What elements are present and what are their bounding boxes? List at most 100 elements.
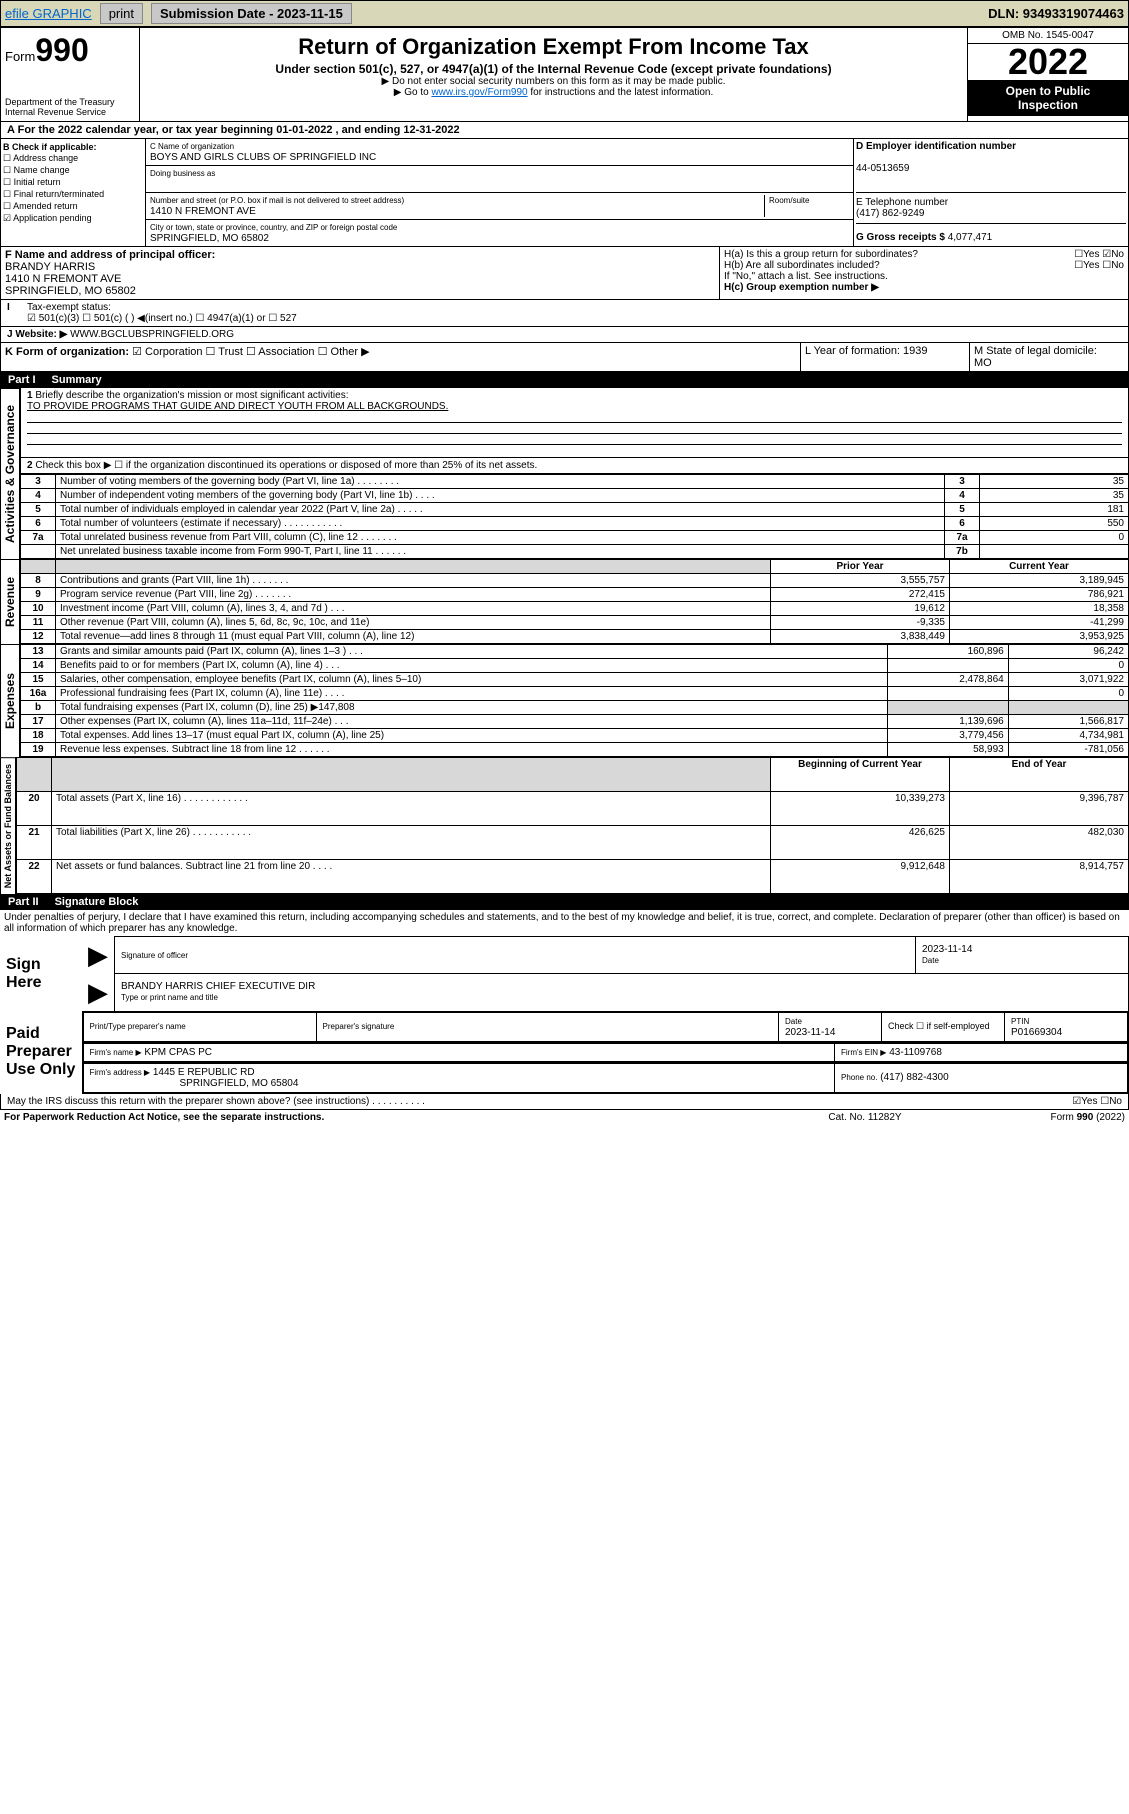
sig-date: 2023-11-14 [922,944,972,955]
tax-status-opts[interactable]: ☑ 501(c)(3) ☐ 501(c) ( ) ◀(insert no.) ☐… [27,313,297,324]
gross-receipts: 4,077,471 [948,232,993,243]
tax-status-lbl: Tax-exempt status: [27,302,111,313]
city-lbl: City or town, state or province, country… [150,223,397,232]
c-name-lbl: C Name of organization [150,142,234,151]
firm-phone: (417) 882-4300 [880,1072,948,1083]
website: WWW.BGCLUBSPRINGFIELD.ORG [70,329,234,340]
firm-lbl: Firm's name ▶ [90,1048,142,1057]
officer-lbl: F Name and address of principal officer: [5,249,215,261]
cb-pending[interactable]: ☑ Application pending [3,213,143,224]
print-button[interactable]: print [100,3,143,24]
section-b: B Check if applicable: ☐ Address change … [1,139,146,246]
k-opts[interactable]: ☑ Corporation ☐ Trust ☐ Association ☐ Ot… [132,346,369,358]
declaration: Under penalties of perjury, I declare th… [0,910,1129,936]
governance-table: 3Number of voting members of the governi… [20,474,1129,559]
part2-header: Part IISignature Block [0,894,1129,910]
sig-date-lbl: Date [922,956,939,965]
line-j: J Website: ▶ WWW.BGCLUBSPRINGFIELD.ORG [0,327,1129,343]
officer-name: BRANDY HARRIS [5,261,95,273]
submission-date: Submission Date - 2023-11-15 [151,3,352,24]
dept-label: Department of the Treasury [5,97,135,107]
form-label: Form [5,49,35,64]
org-name: BOYS AND GIRLS CLUBS OF SPRINGFIELD INC [150,152,376,163]
netassets-table: Beginning of Current YearEnd of Year20To… [16,757,1129,894]
officer-typed: BRANDY HARRIS CHIEF EXECUTIVE DIR [121,981,315,992]
cat-no: Cat. No. 11282Y [765,1112,965,1123]
discuss-ans[interactable]: ☑Yes ☐No [1072,1096,1122,1107]
line-k-l-m: K Form of organization: ☑ Corporation ☐ … [0,343,1129,372]
firm-addr-lbl: Firm's address ▶ [90,1068,151,1077]
prep-sig-lbl: Preparer's signature [323,1022,395,1031]
pra-notice: For Paperwork Reduction Act Notice, see … [4,1112,765,1123]
gross-lbl: G Gross receipts $ [856,232,945,243]
officer-addr1: 1410 N FREMONT AVE [5,273,121,285]
revenue-table: Prior YearCurrent Year8Contributions and… [20,559,1129,644]
hb-ans[interactable]: ☐Yes ☐No [1074,260,1124,271]
hc-lbl: H(c) Group exemption number ▶ [724,282,879,293]
b-header: B Check if applicable: [3,142,143,152]
top-bar: efile GRAPHIC print Submission Date - 20… [0,0,1129,27]
addr-lbl: Number and street (or P.O. box if mail i… [150,196,404,205]
cb-initial[interactable]: ☐ Initial return [3,177,143,188]
form-note2: ▶ Go to www.irs.gov/Form990 for instruct… [144,87,963,98]
efile-link[interactable]: efile GRAPHIC [5,6,92,21]
ein: 44-0513659 [856,163,909,174]
paid-preparer: Paid Preparer Use Only [0,1011,82,1093]
open-public: Open to Public [1006,84,1091,98]
self-emp[interactable]: Check ☐ if self-employed [882,1012,1005,1041]
mission: TO PROVIDE PROGRAMS THAT GUIDE AND DIREC… [27,401,448,412]
tab-netassets: Net Assets or Fund Balances [0,757,16,894]
phone-lbl: E Telephone number [856,197,948,208]
form-subtitle: Under section 501(c), 527, or 4947(a)(1)… [144,62,963,76]
discuss-row: May the IRS discuss this return with the… [0,1094,1129,1110]
irs-link[interactable]: www.irs.gov/Form990 [431,87,527,98]
officer-addr2: SPRINGFIELD, MO 65802 [5,285,136,297]
h-note: If "No," attach a list. See instructions… [724,271,1124,282]
form-title: Return of Organization Exempt From Incom… [144,34,963,60]
type-lbl: Type or print name and title [121,993,218,1002]
domicile: MO [974,357,992,369]
k-lbl: K Form of organization: [5,346,129,358]
prep-date-lbl: Date [785,1017,802,1026]
firm-name: KPM CPAS PC [144,1047,212,1058]
website-lbl: Website: ▶ [15,329,67,340]
ha-ans[interactable]: ☐Yes ☑No [1074,249,1124,260]
hb-lbl: H(b) Are all subordinates included? [724,260,880,271]
tax-year: 2022 [968,44,1128,80]
firm-addr1: 1445 E REPUBLIC RD [153,1067,255,1078]
entity-block: B Check if applicable: ☐ Address change … [0,139,1129,247]
line-i: I Tax-exempt status:☑ 501(c)(3) ☐ 501(c)… [0,300,1129,327]
inspection: Inspection [1018,98,1078,112]
city: SPRINGFIELD, MO 65802 [150,233,269,244]
tab-governance: Activities & Governance [0,388,20,559]
sign-here: Sign Here [0,937,82,1012]
cb-name-change[interactable]: ☐ Name change [3,165,143,176]
prep-date: 2023-11-14 [785,1027,835,1038]
room-lbl: Room/suite [769,196,809,205]
ein-lbl: D Employer identification number [856,141,1016,152]
sig-officer-lbl: Signature of officer [121,951,188,960]
tab-expenses: Expenses [0,644,20,757]
firm-ein-lbl: Firm's EIN ▶ [841,1048,886,1057]
dln: DLN: 93493319074463 [988,6,1124,21]
signature-table: Sign Here ▶ Signature of officer 2023-11… [0,936,1129,1094]
form-footer: Form 990 (2022) [965,1112,1125,1123]
form-number: 990 [35,32,88,68]
cb-amended[interactable]: ☐ Amended return [3,201,143,212]
irs-label: Internal Revenue Service [5,107,135,117]
m-lbl: M State of legal domicile: [974,345,1097,357]
ptin-lbl: PTIN [1011,1017,1029,1026]
cb-addr-change[interactable]: ☐ Address change [3,153,143,164]
firm-ein: 43-1109768 [889,1047,942,1058]
cb-final[interactable]: ☐ Final return/terminated [3,189,143,200]
form-header: Form990 Department of the Treasury Inter… [0,27,1129,122]
ha-lbl: H(a) Is this a group return for subordin… [724,249,918,260]
l2-text[interactable]: Check this box ▶ ☐ if the organization d… [35,460,537,471]
expenses-table: 13Grants and similar amounts paid (Part … [20,644,1129,757]
part1-header: Part ISummary [0,372,1129,388]
form-note1: ▶ Do not enter social security numbers o… [144,76,963,87]
firm-phone-lbl: Phone no. [841,1073,877,1082]
dba-lbl: Doing business as [150,169,215,178]
ptin: P01669304 [1011,1027,1062,1038]
tab-revenue: Revenue [0,559,20,644]
